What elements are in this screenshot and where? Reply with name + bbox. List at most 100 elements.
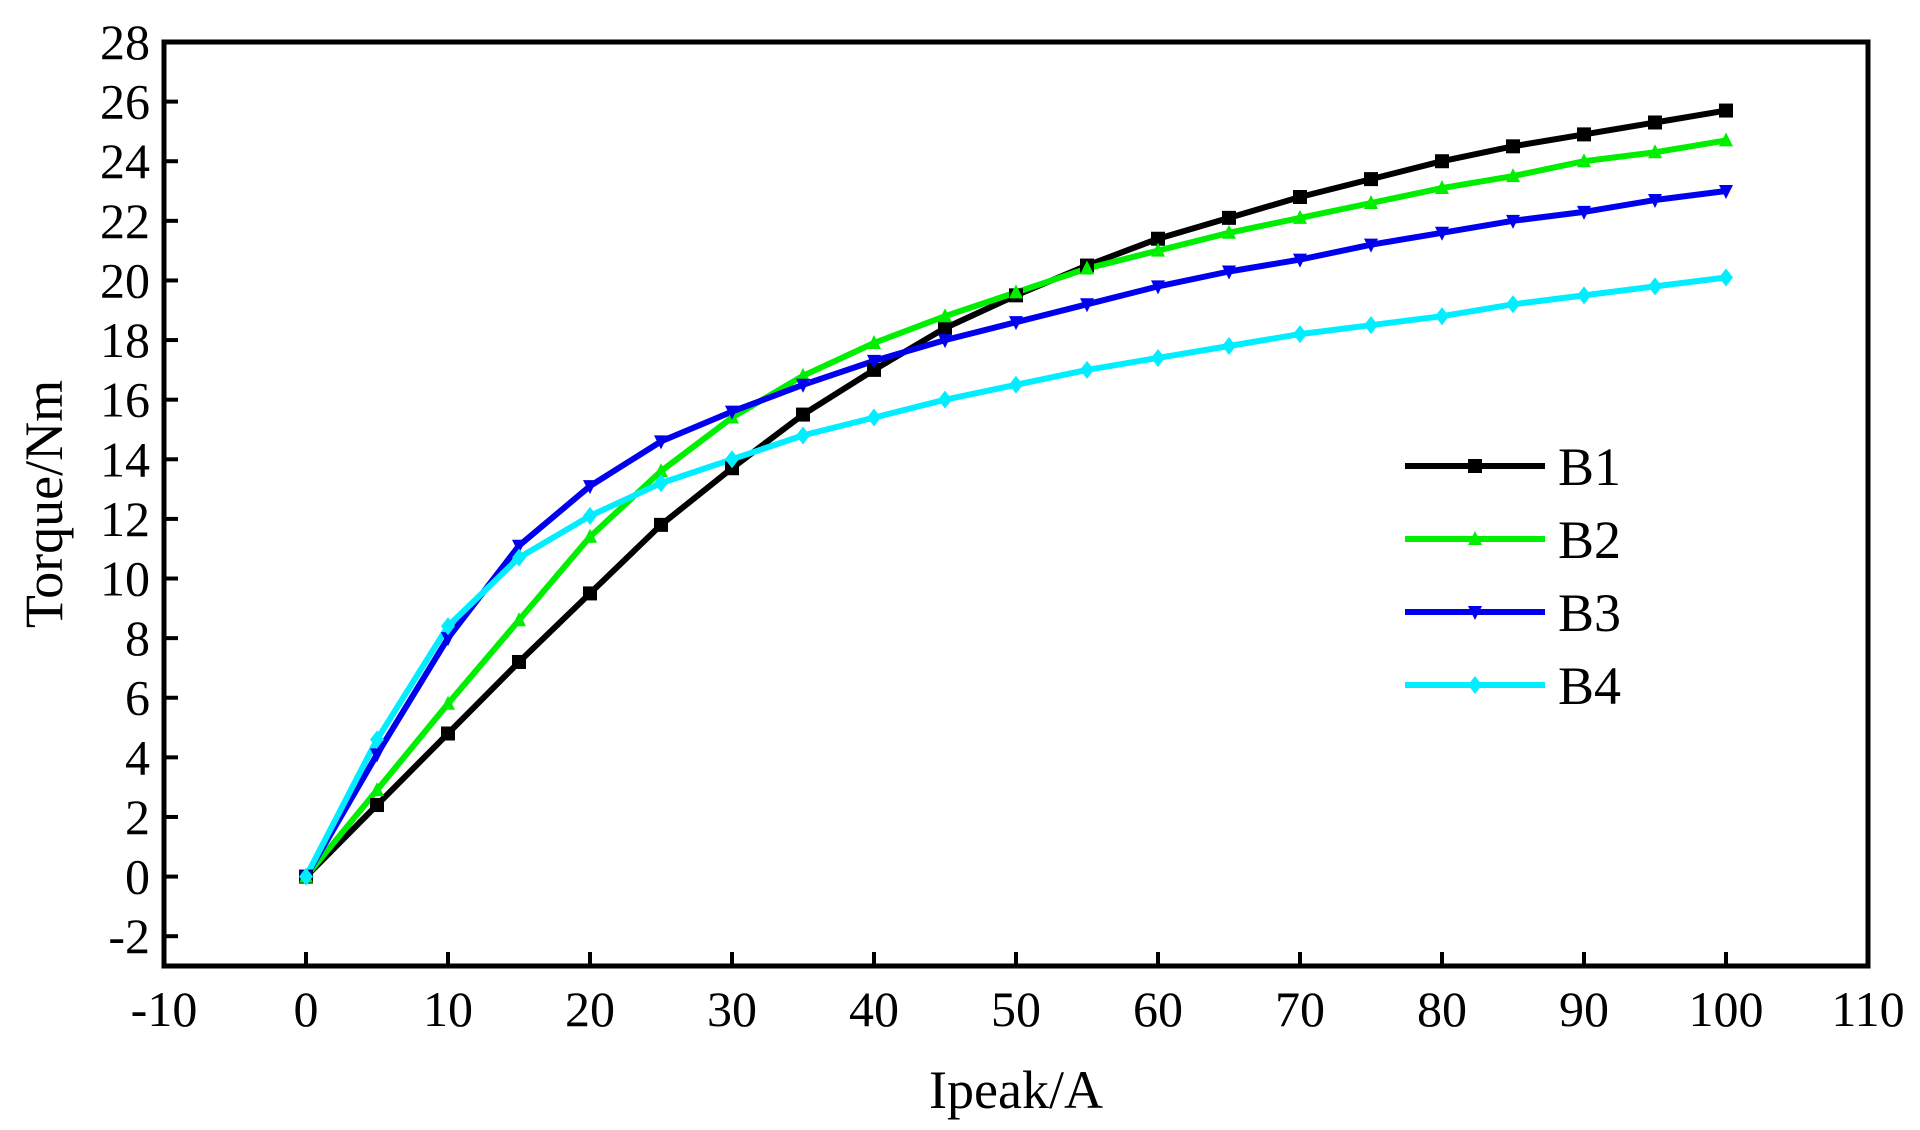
x-tick-label: 80 [1417,981,1467,1037]
data-point-b4 [1719,268,1733,287]
data-point-b2 [370,782,384,797]
x-axis-title: Ipeak/A [929,1060,1103,1120]
y-tick-label: 26 [100,74,150,130]
y-tick-label: 24 [100,133,150,189]
data-point-b4 [370,730,384,749]
x-tick-label: 30 [707,981,757,1037]
data-point-b1 [1222,210,1236,225]
legend-marker-b2 [1468,531,1482,545]
x-tick-label: 100 [1689,981,1764,1037]
data-point-b2 [1293,209,1307,224]
data-point-b1 [1435,154,1449,169]
y-tick-label: 22 [100,193,150,249]
data-point-b3 [1648,193,1662,208]
y-tick-label: 20 [100,252,150,308]
y-tick-label: 8 [125,610,150,666]
y-tick-label: 6 [125,670,150,726]
y-tick-label: 18 [100,312,150,368]
data-point-b2 [1151,242,1165,257]
y-tick-label: 16 [100,372,150,428]
legend-marker-b3 [1468,606,1482,620]
plot-frame [161,39,1871,969]
data-point-b3 [938,334,952,349]
data-point-b4 [938,390,952,409]
data-point-b3 [441,632,455,647]
x-tick-label: 110 [1831,981,1904,1037]
data-point-b1 [1151,231,1165,246]
data-point-b4 [1506,295,1520,314]
data-point-b3 [1577,205,1591,220]
data-point-b4 [1648,277,1662,296]
x-tick-label: -10 [131,981,198,1037]
data-point-b3 [370,748,384,763]
data-point-b4 [654,474,668,493]
data-point-b3 [654,435,668,450]
y-tick-label: 12 [100,491,150,547]
data-point-b2 [1506,168,1520,183]
data-point-b4 [1222,337,1236,356]
data-point-b1 [654,517,668,532]
data-point-b4 [441,617,455,636]
data-point-b3 [1080,298,1094,313]
legend-label-b1: B1 [1558,437,1621,497]
data-point-b4 [1577,286,1591,305]
x-tick-label: 0 [294,981,319,1037]
data-point-b3 [725,405,739,420]
data-point-b2 [1648,144,1662,159]
x-tick-label: 70 [1275,981,1325,1037]
data-point-b2 [796,367,810,382]
data-point-b4 [796,426,810,445]
data-point-b1 [1577,127,1591,142]
data-point-b2 [938,308,952,323]
data-point-b3 [1222,265,1236,280]
data-point-b4 [299,867,313,886]
data-point-b3 [1151,280,1165,295]
data-point-b1 [796,407,810,422]
x-axis: -10 0 10 20 30 40 50 60 70 80 90 100 110 [131,952,1905,1037]
legend-label-b4: B4 [1558,656,1621,716]
data-point-b2 [1435,180,1449,195]
y-tick-label: 28 [100,14,150,70]
data-point-b3 [867,354,881,369]
data-point-b4 [1009,375,1023,394]
series-line-b4 [303,274,1729,880]
data-point-b1 [583,586,597,601]
legend-label-b3: B3 [1558,583,1621,643]
data-point-b2 [512,612,526,627]
legend-label-b2: B2 [1558,510,1621,570]
data-point-b1 [1648,115,1662,130]
data-point-b2 [1364,194,1378,209]
data-point-b1 [1719,103,1733,118]
data-point-b2 [583,528,597,543]
data-point-b4 [512,548,526,567]
series-line-b2 [303,137,1729,880]
data-point-b3 [583,480,597,495]
legend: B1 B2 B3 B4 [1405,437,1621,716]
data-point-b4 [1364,316,1378,335]
y-tick-label: -2 [108,908,150,964]
x-tick-label: 60 [1133,981,1183,1037]
y-tick-label: 10 [100,551,150,607]
y-axis-title: Torque/Nm [14,380,74,628]
data-point-b3 [1435,226,1449,241]
data-point-b2 [654,463,668,478]
data-point-b1 [1364,172,1378,187]
data-point-b3 [1506,214,1520,229]
data-point-b1 [867,362,881,377]
data-point-b4 [1293,325,1307,344]
series-markers [299,103,1733,886]
data-point-b3 [512,539,526,554]
x-tick-label: 50 [991,981,1041,1037]
data-point-b3 [1364,238,1378,253]
y-tick-label: 0 [125,849,150,905]
data-point-b3 [1293,253,1307,268]
y-tick-label: 14 [100,431,150,487]
data-point-b1 [1506,139,1520,154]
y-tick-label: 4 [125,729,150,785]
x-tick-label: 10 [423,981,473,1037]
data-point-b1 [441,726,455,741]
x-tick-label: 90 [1559,981,1609,1037]
data-point-b2 [1009,284,1023,299]
